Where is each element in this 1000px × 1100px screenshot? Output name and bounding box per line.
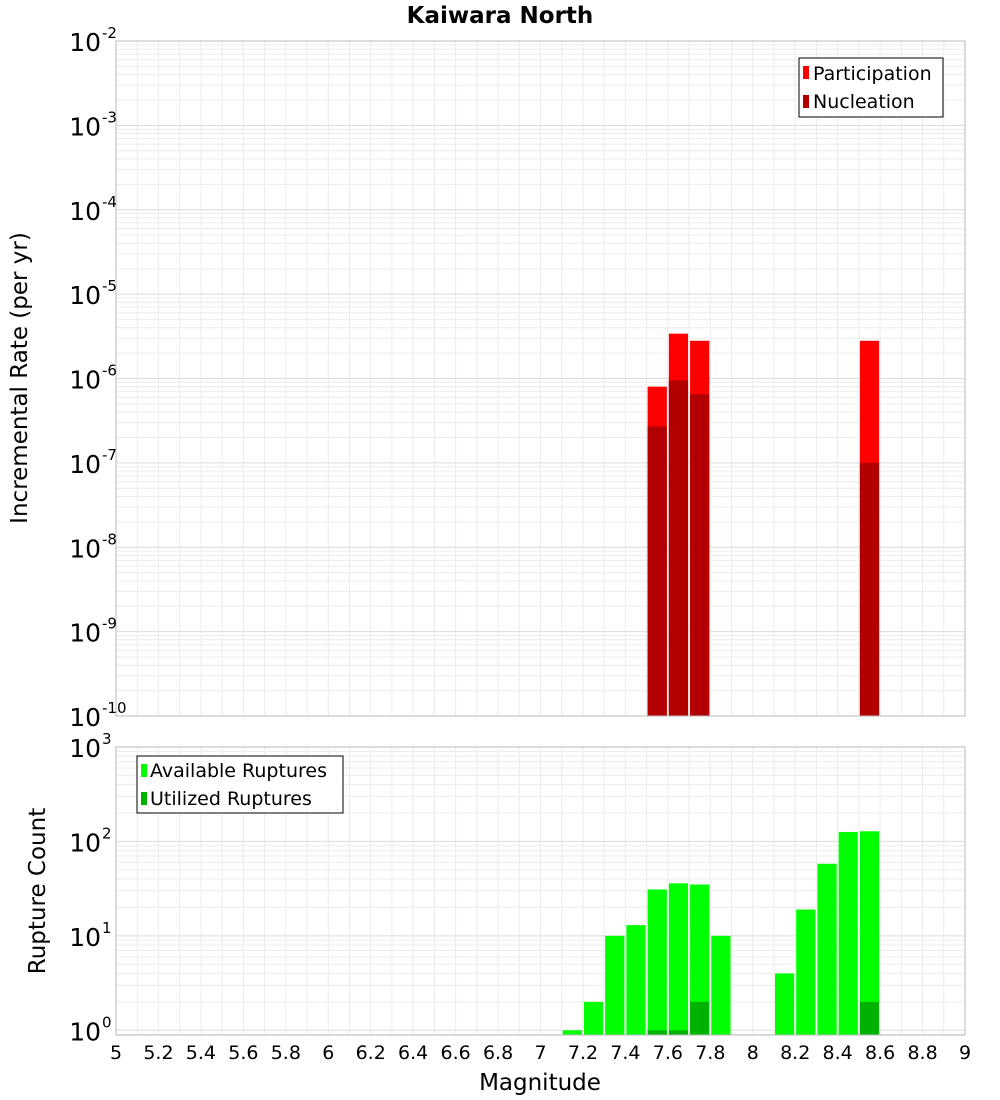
count-legend: Available Ruptures Utilized Ruptures [136, 755, 344, 814]
rate-y-tick-base: 10 [69, 197, 101, 226]
count-bar-available-ruptures-4 [647, 889, 667, 1035]
x-tick-label: 8 [747, 1042, 759, 1064]
x-tick-label: 8.2 [780, 1042, 810, 1064]
count-bars [562, 831, 880, 1035]
x-tick-label: 5.2 [143, 1042, 173, 1064]
count-bar-available-ruptures-0 [562, 1030, 582, 1035]
count-plot-frame [115, 746, 966, 1036]
x-tick-label: 7.2 [568, 1042, 598, 1064]
count-bar-available-ruptures-6 [690, 884, 710, 1035]
count-bar-available-ruptures-7 [711, 935, 731, 1035]
rate-y-tick-base: 10 [69, 366, 101, 395]
count-y-tick-base: 10 [69, 734, 101, 763]
count-bar-utilized-ruptures-3 [859, 1001, 880, 1035]
count-bar-available-ruptures-3 [626, 925, 646, 1035]
count-legend-box [136, 755, 344, 814]
x-tick-label: 6.8 [483, 1042, 513, 1064]
count-bar-available-ruptures-1 [583, 1001, 604, 1035]
rate-legend: Participation Nucleation [798, 57, 944, 118]
legend-swatch-participation [803, 66, 809, 79]
rate-bar-nucleation-1 [668, 380, 689, 716]
x-tick-label: 6 [322, 1042, 334, 1064]
count-y-tick-base: 10 [69, 923, 101, 952]
x-axis-label: Magnitude [479, 1070, 601, 1096]
x-tick-label: 7.4 [610, 1042, 640, 1064]
count-y-tick-base: 10 [69, 1017, 101, 1046]
rate-bar-nucleation-3 [859, 462, 880, 716]
rate-y-tick-exponent: -10 [102, 699, 127, 717]
x-tick-label: 9 [959, 1042, 971, 1064]
x-tick-label: 7.8 [695, 1042, 725, 1064]
count-y-axis-label: Rupture Count [25, 808, 51, 974]
x-tick-label: 6.6 [440, 1042, 470, 1064]
count-bar-available-ruptures-10 [817, 863, 837, 1035]
rate-y-tick-base: 10 [69, 450, 101, 479]
rate-y-tick-exponent: -9 [102, 615, 117, 633]
rate-bars [647, 333, 880, 716]
count-y-tick-exponent: 2 [102, 824, 112, 842]
rate-y-tick-base: 10 [69, 619, 101, 648]
rate-y-tick-exponent: -6 [102, 362, 117, 380]
count-bar-utilized-ruptures-1 [668, 1030, 689, 1035]
count-bar-available-ruptures-9 [796, 909, 816, 1035]
rate-y-axis-label: Incremental Rate (per yr) [7, 232, 33, 524]
rate-y-tick-exponent: -3 [102, 108, 117, 126]
rate-y-tick-exponent: -5 [102, 277, 117, 295]
x-tick-label: 5.6 [228, 1042, 258, 1064]
x-tick-label: 5.4 [186, 1042, 216, 1064]
rate-grid [116, 41, 965, 716]
count-y-tick-exponent: 3 [102, 730, 112, 748]
count-y-tick-base: 10 [69, 828, 101, 857]
x-tick-label: 7.6 [653, 1042, 683, 1064]
x-ticks: 5 5.2 5.4 5.6 5.8 6 6.2 6.4 6.6 6.8 7 7.2 7.4 7.6 7.8 8… [110, 1042, 971, 1064]
count-bar-utilized-ruptures-0 [647, 1030, 667, 1035]
count-y-tick-exponent: 0 [102, 1013, 112, 1031]
x-tick-label: 5 [110, 1042, 122, 1064]
rate-y-tick-exponent: -8 [102, 530, 117, 548]
legend-label-participation: Participation [813, 63, 932, 85]
x-tick-label: 8.6 [865, 1042, 895, 1064]
rate-bar-nucleation-0 [647, 426, 667, 716]
rate-plot-frame [115, 40, 966, 717]
x-tick-label: 7 [534, 1042, 546, 1064]
legend-label-utilized: Utilized Ruptures [150, 788, 312, 810]
rate-panel: 10-210-310-410-510-610-710-810-910-10 In… [7, 24, 966, 732]
rate-y-ticks: 10-210-310-410-510-610-710-810-910-10 [69, 24, 126, 732]
x-tick-label: 5.8 [271, 1042, 301, 1064]
x-tick-label: 8.8 [907, 1042, 937, 1064]
rate-y-tick-base: 10 [69, 703, 101, 732]
legend-swatch-nucleation [803, 95, 809, 108]
rate-y-tick-exponent: -7 [102, 446, 117, 464]
chart-title: Kaiwara North [407, 3, 594, 29]
x-tick-label: 8.4 [823, 1042, 853, 1064]
legend-label-nucleation: Nucleation [813, 91, 915, 113]
rate-y-tick-base: 10 [69, 281, 101, 310]
count-y-tick-exponent: 1 [102, 919, 112, 937]
rate-y-tick-exponent: -2 [102, 24, 117, 42]
count-bar-available-ruptures-12 [859, 831, 880, 1035]
x-tick-label: 6.2 [356, 1042, 386, 1064]
legend-swatch-utilized [141, 792, 147, 805]
count-bar-available-ruptures-5 [668, 883, 689, 1035]
rate-y-tick-base: 10 [69, 112, 101, 141]
rate-y-tick-base: 10 [69, 28, 101, 57]
count-bar-utilized-ruptures-2 [690, 1001, 710, 1035]
rate-y-tick-base: 10 [69, 534, 101, 563]
rate-bar-nucleation-2 [690, 394, 710, 716]
rate-y-tick-exponent: -4 [102, 193, 117, 211]
count-bar-available-ruptures-2 [605, 935, 625, 1035]
legend-swatch-available [141, 764, 147, 777]
count-bar-available-ruptures-8 [774, 973, 795, 1035]
count-bar-available-ruptures-11 [838, 831, 858, 1035]
x-tick-label: 6.4 [398, 1042, 428, 1064]
legend-label-available: Available Ruptures [150, 760, 327, 782]
rate-legend-box [798, 57, 944, 118]
